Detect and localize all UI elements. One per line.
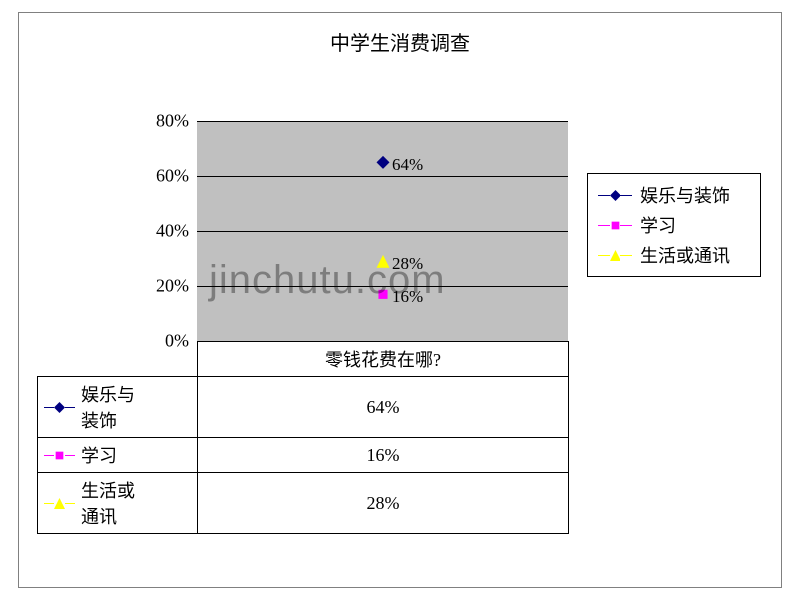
gridline (197, 176, 568, 177)
table-row: 娱乐与装饰 64% (38, 377, 569, 438)
data-table: 零钱花费在哪? 娱乐与装饰 64% 学习 16% 生活或通讯 (37, 341, 569, 534)
legend-marker (44, 450, 75, 461)
legend-label: 学习 (640, 212, 676, 238)
data-point: 16% (376, 288, 389, 306)
legend-item: 生活或通讯 (598, 240, 750, 270)
row-value: 64% (198, 377, 569, 438)
y-tick-label: 20% (156, 276, 197, 297)
row-label-text: 娱乐与装饰 (81, 381, 135, 433)
data-point-label: 28% (392, 254, 423, 274)
legend: 娱乐与装饰学习生活或通讯 (587, 173, 761, 277)
row-label-text: 生活或通讯 (81, 477, 135, 529)
triangle-marker-icon (376, 255, 389, 273)
x-category-header: 零钱花费在哪? (198, 342, 569, 377)
legend-label: 娱乐与装饰 (640, 182, 730, 208)
legend-marker (44, 498, 75, 509)
legend-marker (598, 249, 632, 261)
table-row: 生活或通讯 28% (38, 473, 569, 534)
row-value: 28% (198, 473, 569, 534)
table-row: 学习 16% (38, 438, 569, 473)
data-point: 64% (376, 156, 389, 174)
y-tick-label: 80% (156, 111, 197, 132)
y-tick-label: 60% (156, 166, 197, 187)
legend-marker (598, 189, 632, 201)
plot-area: 0%20%40%60%80%64%16%28% (197, 121, 568, 341)
data-point-label: 16% (392, 287, 423, 307)
diamond-marker-icon (376, 156, 389, 174)
chart-frame: 中学生消费调查 0%20%40%60%80%64%16%28% 娱乐与装饰学习生… (18, 12, 782, 588)
row-label-text: 学习 (81, 442, 117, 468)
legend-label: 生活或通讯 (640, 242, 730, 268)
data-point: 28% (376, 255, 389, 273)
chart-title: 中学生消费调查 (19, 13, 781, 56)
legend-marker (44, 402, 75, 413)
row-value: 16% (198, 438, 569, 473)
data-point-label: 64% (392, 155, 423, 175)
y-tick-label: 40% (156, 221, 197, 242)
legend-item: 学习 (598, 210, 750, 240)
legend-item: 娱乐与装饰 (598, 180, 750, 210)
square-marker-icon (376, 288, 389, 306)
chart-zone: 0%20%40%60%80%64%16%28% 娱乐与装饰学习生活或通讯 (19, 83, 783, 358)
gridline (197, 231, 568, 232)
legend-marker (598, 219, 632, 231)
gridline (197, 121, 568, 122)
